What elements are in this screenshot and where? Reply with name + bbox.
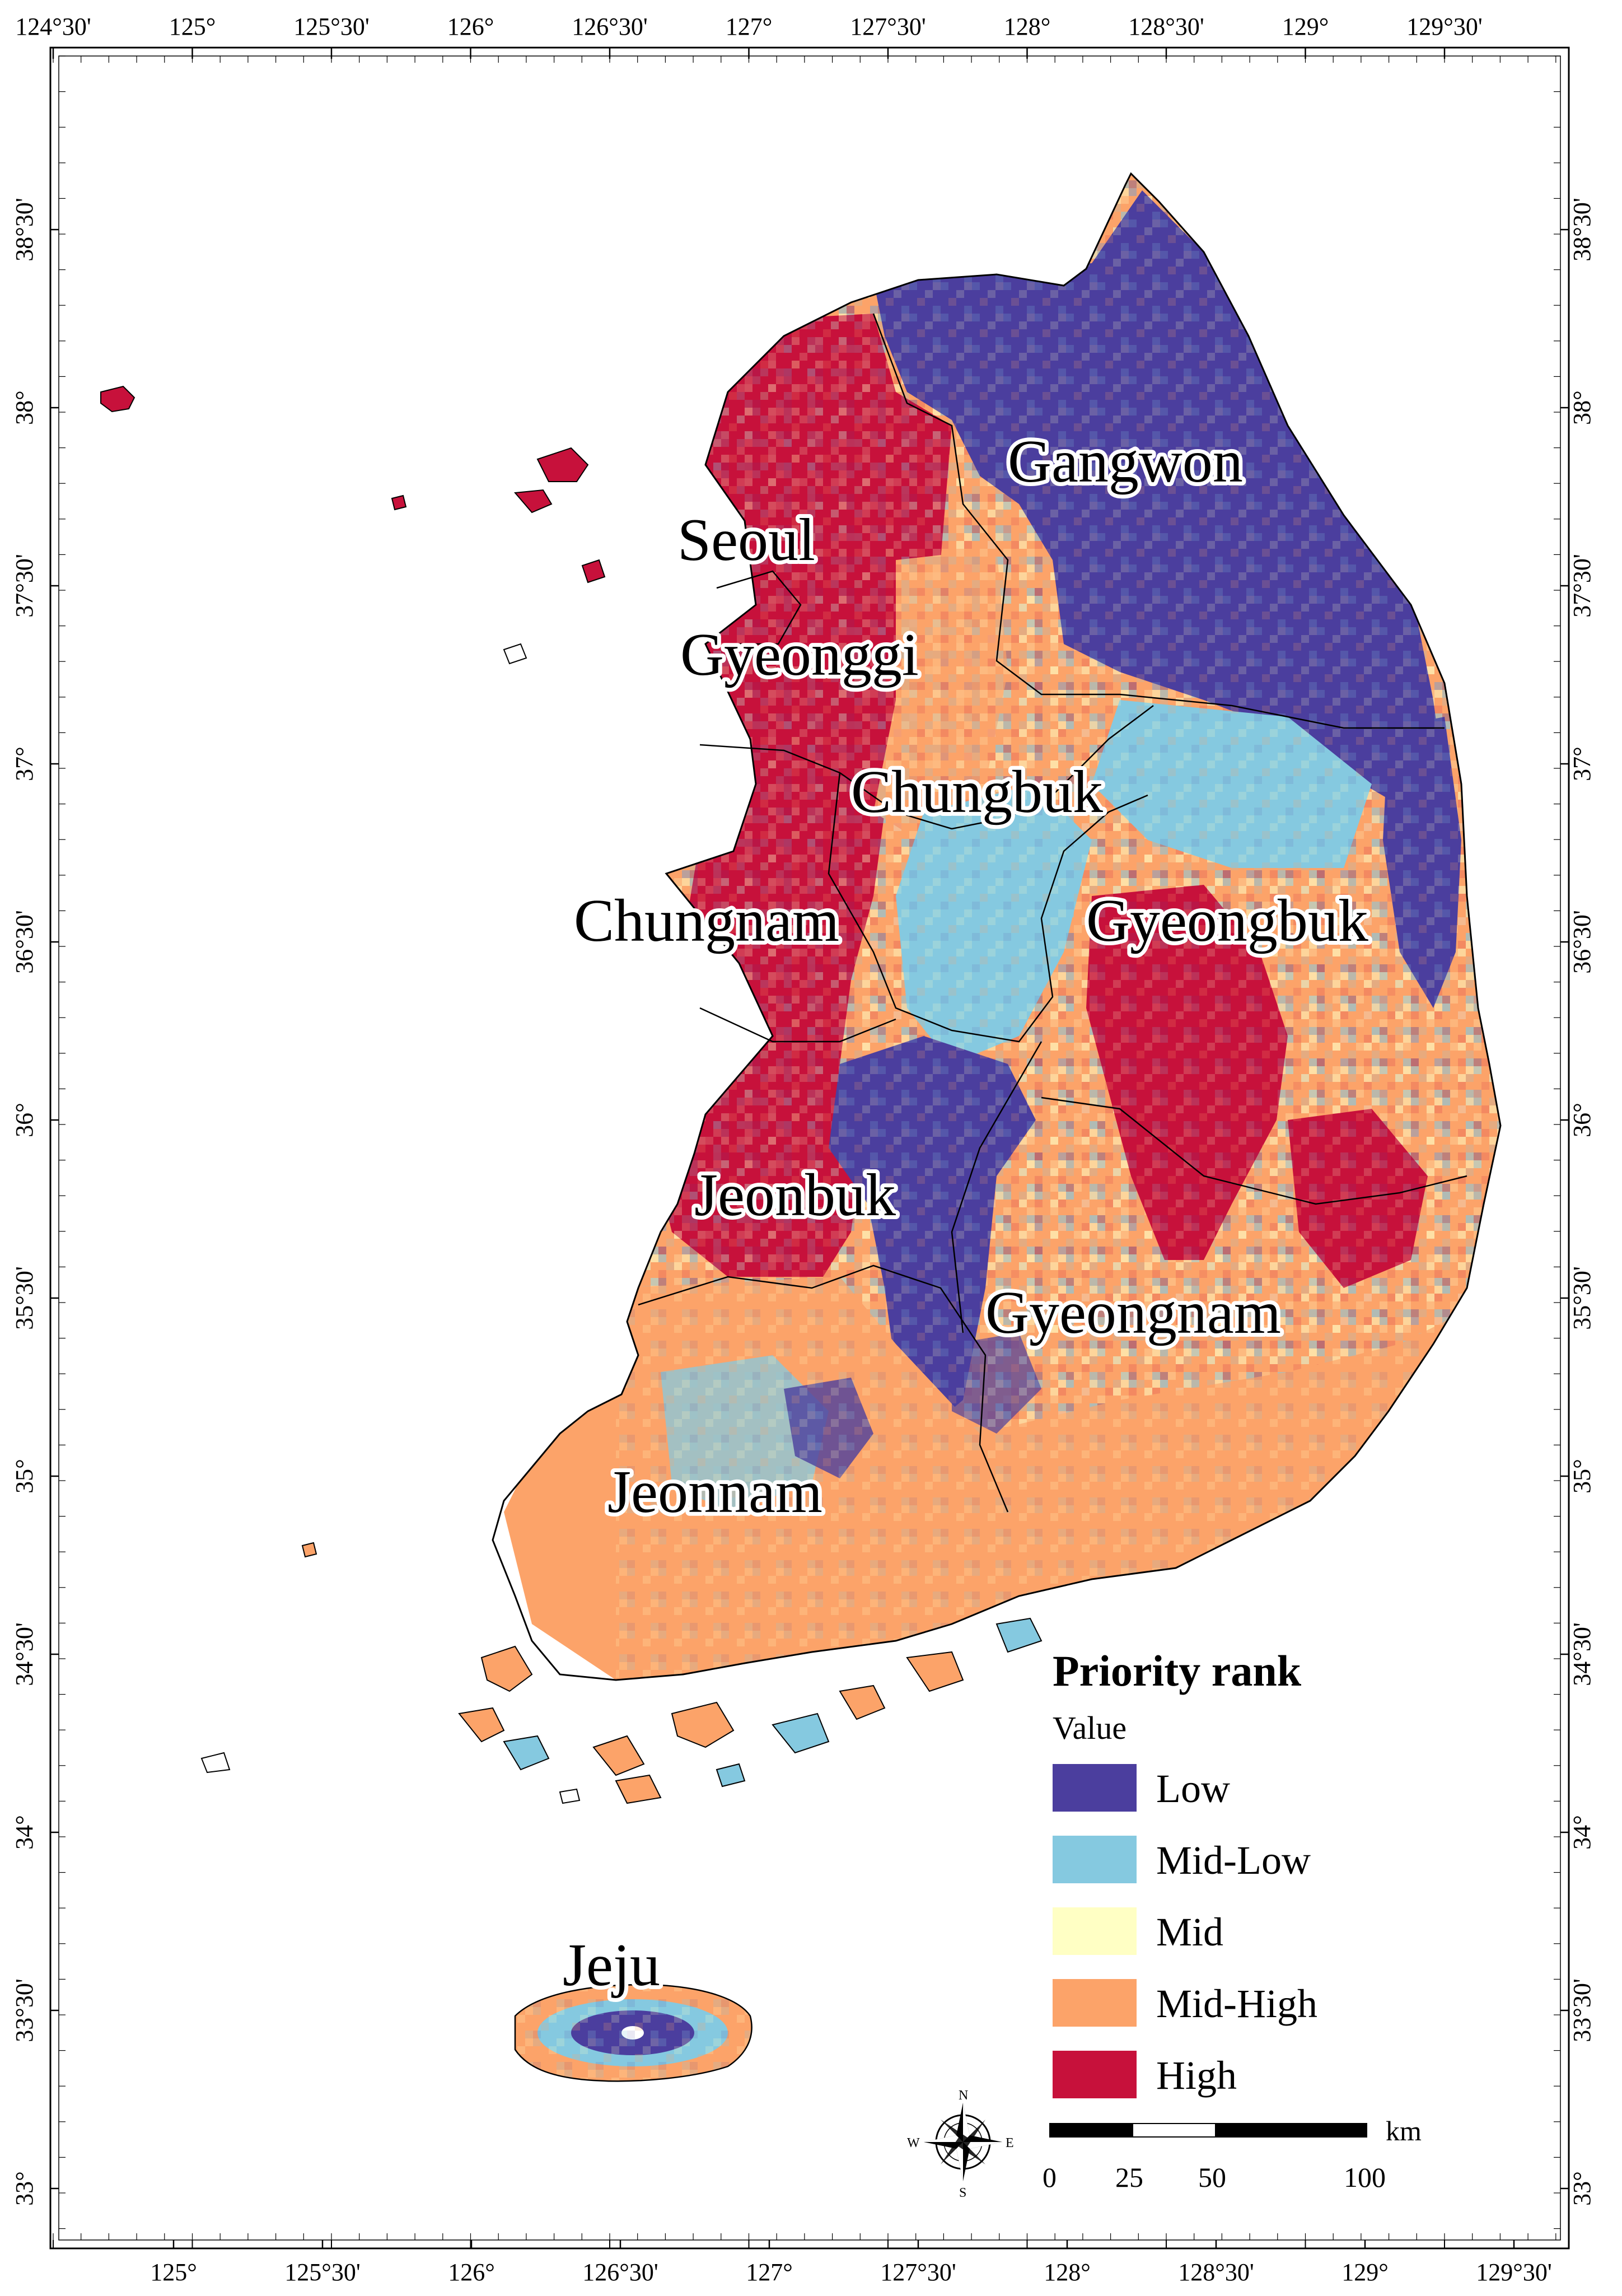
bottom-lon-label: 126° [448, 2258, 495, 2286]
legend-label-high: High [1156, 2053, 1237, 2098]
top-lon-label: 129° [1282, 13, 1329, 40]
bottom-lon-label: 129° [1341, 2258, 1389, 2286]
top-lon-label: 128° [1004, 13, 1051, 40]
region-label-seoul: Seoul [677, 507, 815, 573]
region-label-chungnam: Chungnam [574, 888, 839, 954]
province-boundaries [638, 313, 1467, 1513]
legend-label-mid-low: Mid-Low [1156, 1838, 1311, 1883]
right-lat-label: 35° [1568, 1459, 1596, 1494]
bottom-lon-label: 127° [746, 2258, 793, 2286]
scale-bar: km 0 25 50 100 [1043, 2115, 1422, 2193]
scale-label-25: 25 [1115, 2162, 1143, 2193]
bottom-lon-label: 125° [150, 2258, 197, 2286]
right-lat-label: 35°30' [1568, 1266, 1596, 1330]
legend-swatch-mid-low [1053, 1836, 1137, 1883]
legend-swatch-mid-high [1053, 1979, 1137, 2027]
legend-item-high: High [1053, 2051, 1237, 2098]
inner-frame [58, 55, 1561, 2241]
bottom-lon-label: 129°30' [1476, 2258, 1552, 2286]
region-labels: Gangwon Seoul Gyeonggi Chungbuk Chungnam… [559, 424, 1372, 2003]
compass-rose: N S E W [907, 2088, 1014, 2200]
region-label-gyeonggi: Gyeonggi [680, 622, 919, 688]
left-lat-label: 38° [11, 390, 38, 425]
right-lat-label: 37°30' [1568, 554, 1596, 618]
islands-west [100, 385, 1043, 1804]
legend-swatch-mid [1053, 1907, 1137, 1955]
right-lat-label: 36° [1568, 1103, 1596, 1137]
left-lat-label: 33°30' [11, 1978, 38, 2042]
top-lon-label: 127° [726, 13, 773, 40]
left-lat-label: 38°30' [11, 198, 38, 262]
compass-west-label: W [907, 2136, 920, 2150]
region-label-jeju: Jeju [563, 1932, 660, 1999]
legend-label-mid-high: Mid-High [1156, 1981, 1317, 2026]
legend-item-mid: Mid [1053, 1907, 1223, 1955]
jeju-coastline [514, 1984, 752, 2082]
right-lat-label: 34°30' [1568, 1622, 1596, 1686]
left-lat-label: 33° [11, 2171, 38, 2206]
region-label-gyeongbuk: Gyeongbuk [1086, 888, 1368, 954]
top-lon-label: 129°30' [1406, 13, 1483, 40]
graticule-labels: 124°30' 125° 125°30' 126° 126°30' 127° 127°30'… [11, 13, 1596, 2286]
right-lat-label: 38° [1568, 390, 1596, 425]
scale-label-50: 50 [1198, 2162, 1226, 2193]
right-lat-label: 36°30' [1568, 910, 1596, 974]
left-lat-label: 34°30' [11, 1622, 38, 1686]
left-lat-label: 36° [11, 1103, 38, 1137]
legend-item-low: Low [1053, 1764, 1230, 1812]
scale-unit: km [1386, 2115, 1422, 2146]
jeju-island [514, 1984, 752, 2082]
right-lat-label: 38°30' [1568, 198, 1596, 262]
left-lat-label: 37°30' [11, 554, 38, 618]
left-lat-label: 36°30' [11, 910, 38, 974]
top-lon-label: 126°30' [572, 13, 648, 40]
scale-label-0: 0 [1043, 2162, 1057, 2193]
region-label-jeonbuk: Jeonbuk [694, 1162, 896, 1229]
left-lat-label: 34° [11, 1815, 38, 1850]
compass-north-label: N [959, 2088, 968, 2103]
right-lat-label: 33° [1568, 2171, 1596, 2206]
region-label-chungbuk: Chungbuk [851, 759, 1103, 825]
right-lat-label: 37° [1568, 746, 1596, 781]
scale-label-100: 100 [1344, 2162, 1386, 2193]
top-lon-label: 126° [447, 13, 494, 40]
left-lat-label: 35° [11, 1459, 38, 1494]
legend-label-low: Low [1156, 1766, 1230, 1811]
bottom-lon-label: 126°30' [582, 2258, 658, 2286]
top-lon-label: 128°30' [1128, 13, 1204, 40]
bottom-lon-label: 128° [1044, 2258, 1091, 2286]
legend: Priority rank Value Low Mid-Low Mid Mid-… [1053, 1646, 1317, 2098]
compass-east-label: E [1006, 2136, 1014, 2150]
compass-south-label: S [959, 2186, 966, 2200]
legend-item-mid-low: Mid-Low [1053, 1836, 1311, 1883]
left-lat-label: 37° [11, 746, 38, 781]
bottom-lon-label: 125°30' [284, 2258, 361, 2286]
top-lon-label: 125° [169, 13, 216, 40]
mainland-coastline [492, 172, 1502, 1681]
bottom-lon-label: 128°30' [1178, 2258, 1254, 2286]
top-lon-label: 125°30' [293, 13, 370, 40]
region-label-gangwon: Gangwon [1008, 428, 1243, 495]
legend-title: Priority rank [1053, 1646, 1302, 1695]
left-lat-label: 35°30' [11, 1266, 38, 1330]
legend-subtitle: Value [1053, 1710, 1126, 1746]
region-label-jeonnam: Jeonnam [607, 1459, 822, 1525]
region-label-gyeongnam: Gyeongnam [985, 1280, 1281, 1346]
bottom-lon-label: 127°30' [880, 2258, 956, 2286]
legend-label-mid: Mid [1156, 1910, 1223, 1954]
top-lon-label: 127°30' [850, 13, 926, 40]
legend-swatch-low [1053, 1764, 1137, 1812]
graticule-ticks [50, 48, 1569, 2248]
legend-swatch-high [1053, 2051, 1137, 2098]
right-lat-label: 33°30' [1568, 1978, 1596, 2042]
right-lat-label: 34° [1568, 1815, 1596, 1850]
top-lon-label: 124°30' [15, 13, 91, 40]
legend-item-mid-high: Mid-High [1053, 1979, 1317, 2027]
